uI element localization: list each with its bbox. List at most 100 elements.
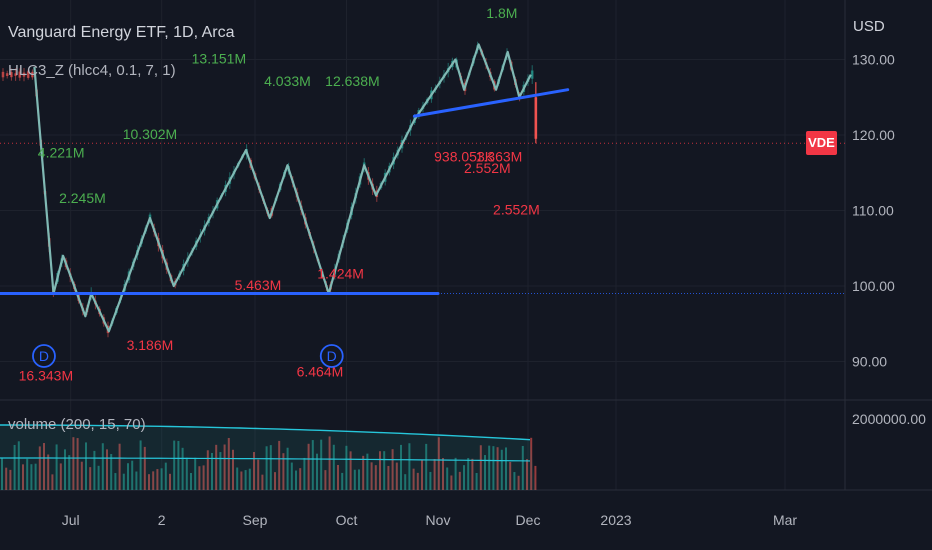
volume-upper-band xyxy=(0,424,531,441)
volume-bar xyxy=(236,467,239,490)
neckline-trend-line[interactable] xyxy=(412,88,570,118)
volume-bar xyxy=(152,471,155,490)
volume-bar xyxy=(442,458,444,490)
volume-bar xyxy=(190,472,192,490)
volume-bar xyxy=(17,441,20,490)
volume-bar xyxy=(177,440,180,490)
volume-bar xyxy=(51,474,54,490)
volume-bar xyxy=(358,469,360,490)
candle-body xyxy=(530,70,534,79)
volume-bar xyxy=(530,437,533,490)
volume-indicator-label[interactable]: volume (200, 15, 70) xyxy=(8,416,146,433)
volume-bar xyxy=(26,458,29,490)
time-axis[interactable]: Jul 2 Sep Oct Nov Dec 2023 Mar xyxy=(62,512,798,528)
volume-bar xyxy=(232,449,234,490)
volume-bar xyxy=(148,474,150,490)
grid-lines xyxy=(0,0,932,491)
indicator-label[interactable]: HLC3_Z (hlcc4, 0.1, 7, 1) xyxy=(8,62,176,79)
volume-bar xyxy=(395,462,398,490)
zigzag-line xyxy=(33,43,532,333)
volume-bar xyxy=(253,452,255,490)
volume-bar xyxy=(169,473,171,490)
price-axis[interactable]: 90.00 100.00 110.00 120.00 130.00 2000000.00 xyxy=(852,52,926,428)
time-tick-label: 2023 xyxy=(600,512,631,528)
volume-bar xyxy=(1,458,3,490)
time-tick-label: Jul xyxy=(62,512,80,528)
volume-annotation: 4.221M xyxy=(38,145,85,161)
trend-lines[interactable] xyxy=(0,88,570,296)
volume-bar xyxy=(122,473,125,490)
volume-bar xyxy=(80,461,83,490)
volume-bar xyxy=(349,451,352,490)
time-tick-label: Nov xyxy=(426,512,451,528)
candle-body xyxy=(31,71,34,78)
volume-bar xyxy=(139,440,142,490)
volume-bar xyxy=(303,457,306,490)
volume-bar xyxy=(337,464,339,490)
volume-bar xyxy=(299,468,302,490)
volume-annotation: 12.638M xyxy=(325,73,379,89)
candle-body xyxy=(534,97,538,139)
volume-bar xyxy=(412,468,415,490)
candle-body xyxy=(18,71,22,78)
price-tick-label: 110.00 xyxy=(852,203,894,219)
volume-bar xyxy=(353,469,356,490)
volume-bar xyxy=(479,445,482,490)
volume-bar xyxy=(211,452,213,490)
volume-annotation: 13.151M xyxy=(192,50,246,66)
chart-title: Vanguard Energy ETF, 1D, Arca xyxy=(8,24,235,41)
volume-bar xyxy=(391,449,394,490)
volume-bar xyxy=(64,449,66,490)
dividend-marker[interactable] xyxy=(319,344,344,368)
volume-bar xyxy=(106,449,108,490)
volume-bar xyxy=(72,437,75,490)
volume-bar xyxy=(496,447,499,490)
candle-body xyxy=(22,72,26,77)
volume-bar xyxy=(240,471,243,490)
volume-bar xyxy=(324,470,327,490)
volume-bar xyxy=(400,444,402,490)
volume-bar xyxy=(160,468,163,490)
volume-bar xyxy=(47,454,50,490)
volume-bar xyxy=(13,444,16,490)
price-tick-label: 120.00 xyxy=(852,127,895,143)
volume-bar xyxy=(206,450,209,490)
volume-bar xyxy=(34,463,37,490)
volume-annotation: 2.552M xyxy=(464,160,511,176)
volume-bar xyxy=(404,474,407,490)
volume-bar xyxy=(421,459,423,490)
volume-bar xyxy=(362,455,365,490)
volume-bar xyxy=(85,442,87,490)
volume-bar xyxy=(93,450,96,490)
volume-bar xyxy=(227,437,230,490)
dividend-marker[interactable] xyxy=(32,344,56,368)
time-tick-label: Sep xyxy=(243,512,268,528)
volume-bar xyxy=(274,472,276,490)
volume-bar xyxy=(416,472,419,490)
volume-bar xyxy=(202,465,205,490)
currency-label[interactable]: USD xyxy=(853,18,885,35)
candle-body xyxy=(10,72,13,78)
volume-bar xyxy=(286,447,289,490)
volume-bar xyxy=(223,444,226,490)
volume-bar xyxy=(471,458,474,490)
volume-bar xyxy=(458,471,461,490)
volume-bar xyxy=(290,462,293,490)
time-tick-label: Mar xyxy=(773,512,797,528)
time-tick-label: Dec xyxy=(516,512,541,528)
price-tick-label: 100.00 xyxy=(852,278,895,294)
volume-annotation: 1.8M xyxy=(486,5,517,21)
volume-bar xyxy=(387,465,390,490)
volume-bar xyxy=(9,469,12,490)
volume-annotation: 1.363M xyxy=(476,148,523,164)
volume-bar xyxy=(135,471,138,490)
dividend-marker-label: D xyxy=(327,348,337,364)
volume-bar xyxy=(76,438,79,490)
volume-bar xyxy=(320,439,323,490)
volume-annotations: 1.8M 13.151M 4.033M 12.638M 10.302M 4.221M 2.2… xyxy=(19,5,540,383)
volume-bars xyxy=(1,436,537,490)
volume-annotation: 3.186M xyxy=(127,337,174,353)
volume-bar xyxy=(295,470,297,490)
